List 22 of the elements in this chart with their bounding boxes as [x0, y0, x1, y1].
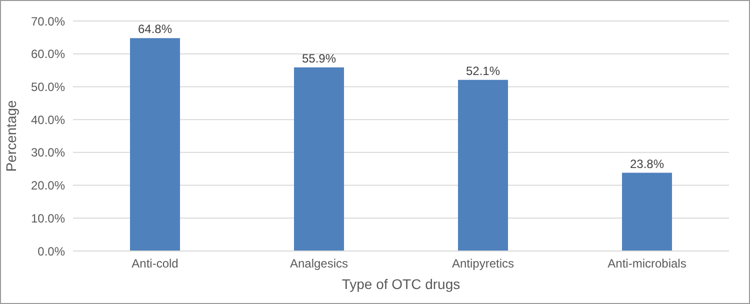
bar	[294, 67, 344, 251]
data-label: 64.8%	[138, 22, 172, 36]
y-tick-label: 70.0%	[30, 14, 66, 28]
y-tick-label: 0.0%	[38, 244, 66, 258]
y-tick-label: 20.0%	[30, 178, 66, 193]
y-tick-label: 30.0%	[30, 146, 66, 160]
y-axis-title: Percentage	[2, 100, 19, 172]
x-axis-title: Type of OTC drugs	[342, 276, 460, 292]
data-label: 52.1%	[466, 64, 500, 78]
bar	[458, 80, 508, 251]
data-label: 23.8%	[630, 156, 664, 171]
x-tick-label: Analgesics	[290, 256, 348, 271]
y-tick-label: 50.0%	[30, 80, 66, 94]
y-tick-label: 40.0%	[30, 112, 66, 127]
bar	[130, 38, 180, 251]
x-tick-label: Anti-microbials	[608, 256, 686, 271]
bar	[622, 172, 672, 251]
x-tick-label: Anti-cold	[132, 256, 178, 271]
x-tick-label: Antipyretics	[452, 256, 514, 271]
data-label: 55.9%	[302, 51, 336, 66]
y-tick-label: 60.0%	[30, 47, 66, 62]
y-tick-label: 10.0%	[30, 211, 66, 226]
